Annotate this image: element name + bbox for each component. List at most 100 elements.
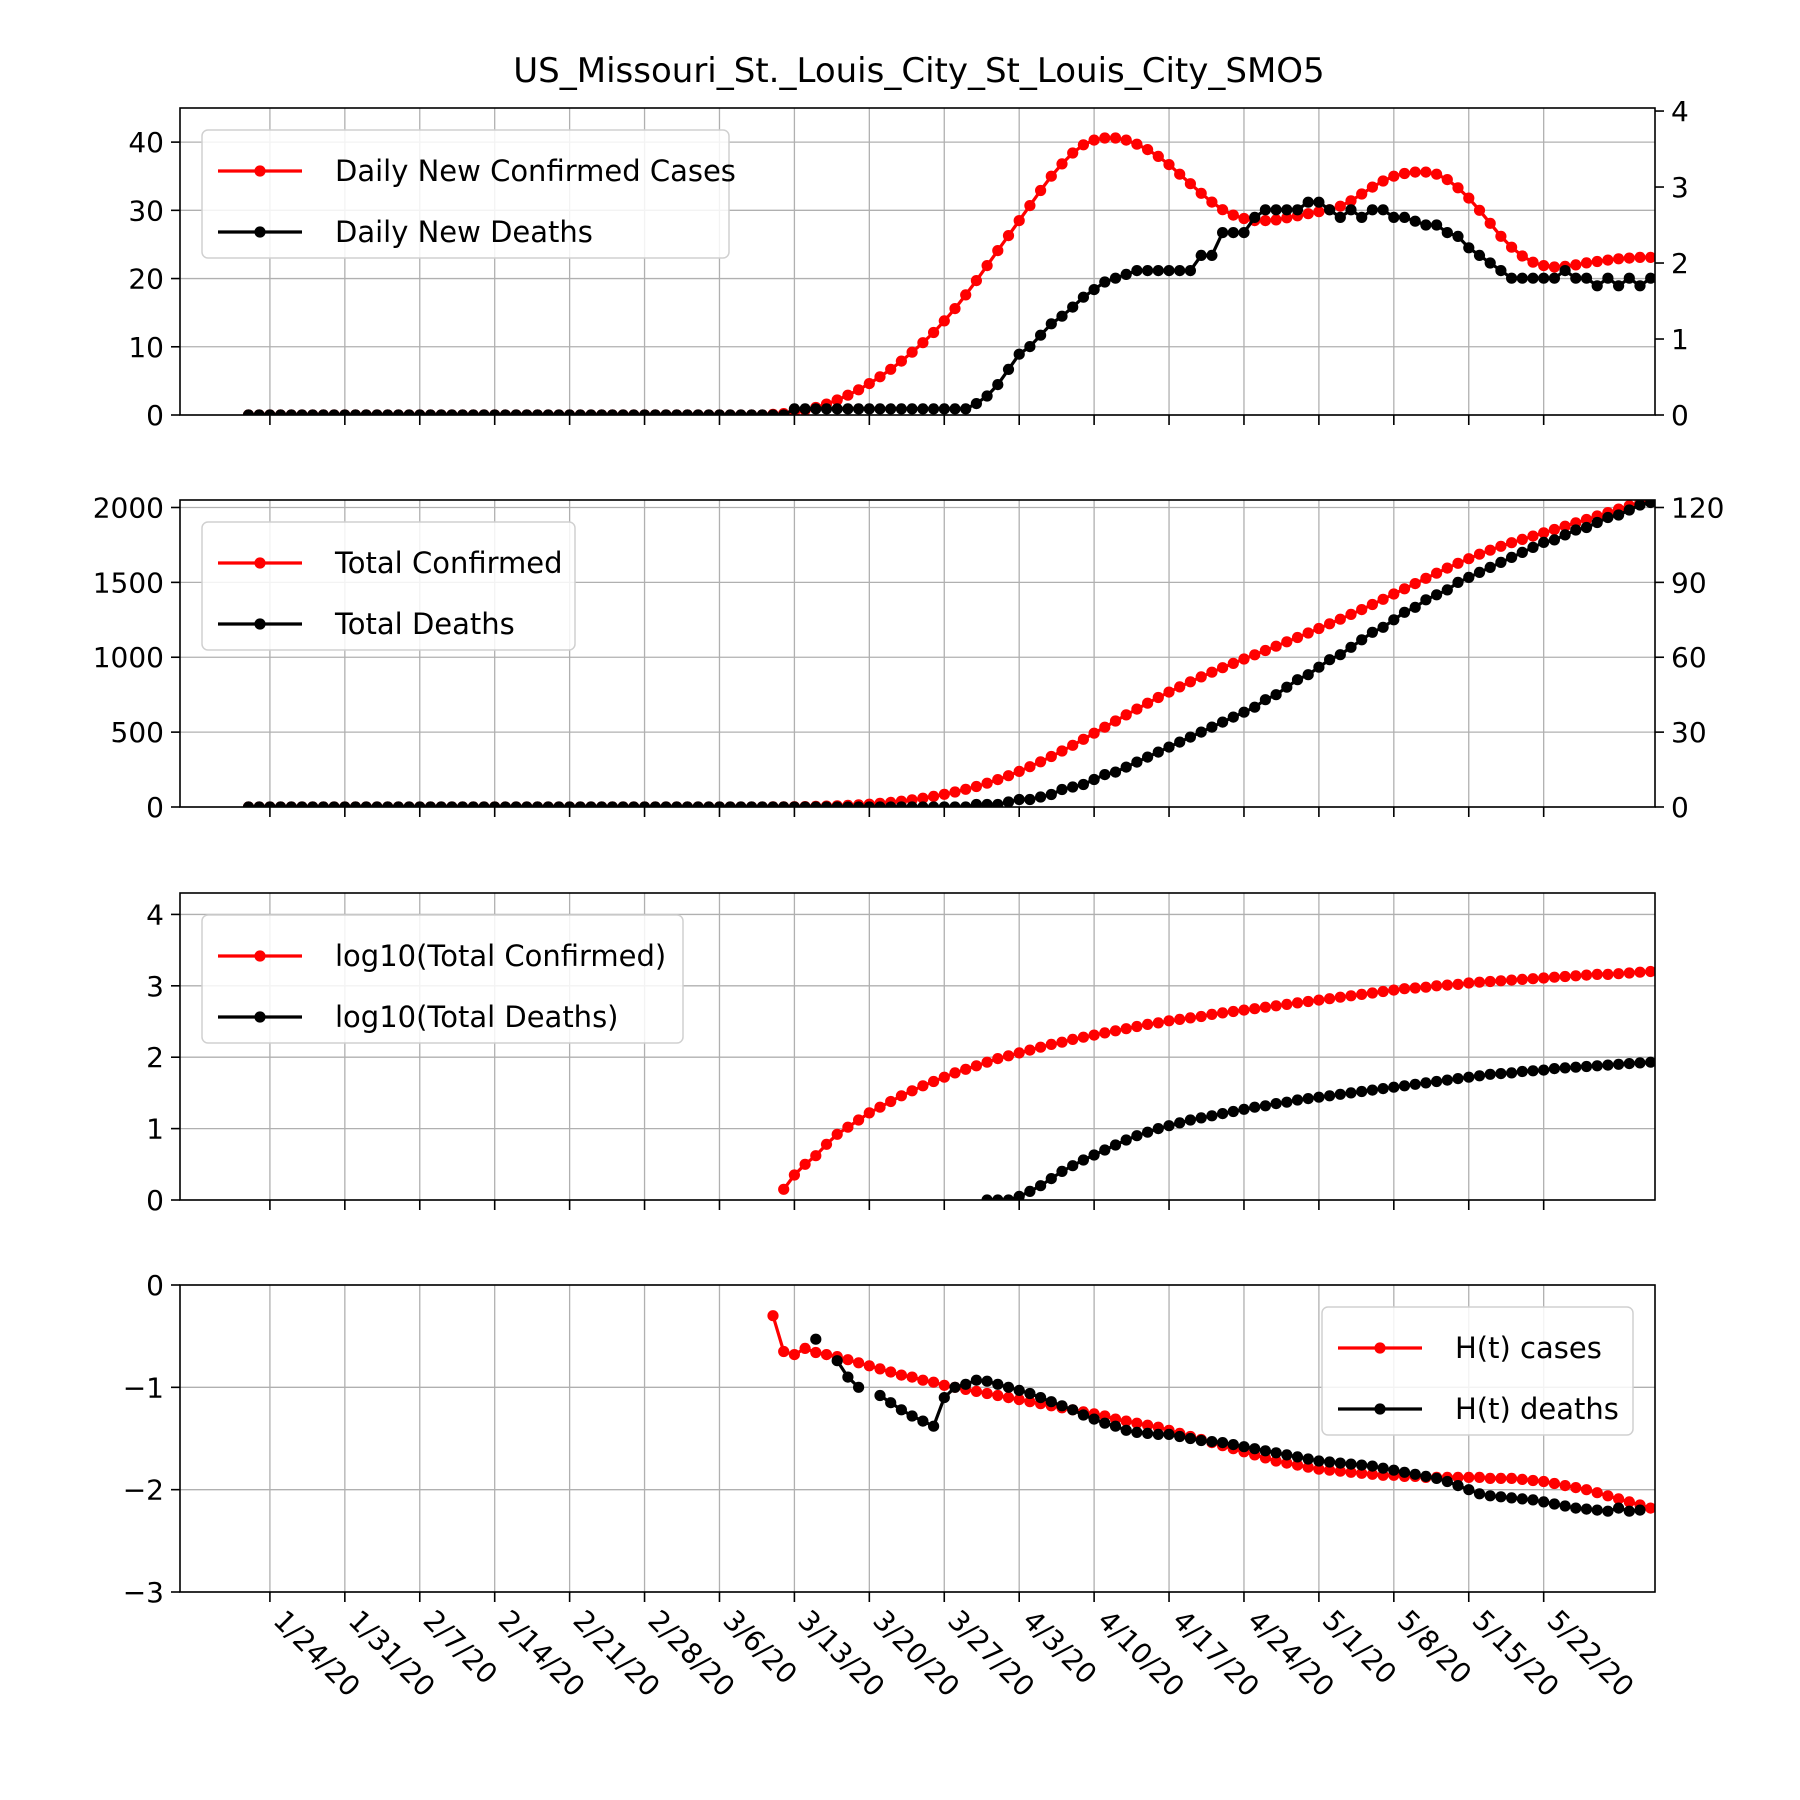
data-point — [1484, 1068, 1496, 1080]
data-point — [1527, 1065, 1539, 1077]
data-point — [1548, 272, 1560, 284]
data-point — [1356, 1459, 1368, 1471]
data-point — [264, 409, 276, 415]
y-tick-label: 10 — [128, 331, 164, 364]
data-point — [1013, 793, 1025, 806]
data-point — [649, 409, 661, 415]
data-point — [1602, 1505, 1614, 1517]
data-point — [1634, 1504, 1646, 1516]
data-point — [1163, 159, 1175, 171]
data-point — [906, 403, 918, 415]
data-point — [1206, 249, 1218, 261]
data-point — [253, 801, 265, 807]
data-point — [1473, 976, 1486, 988]
data-point — [1366, 987, 1378, 999]
data-point — [1431, 980, 1443, 992]
data-point — [1067, 301, 1079, 313]
data-point — [1613, 253, 1625, 265]
y2-tick-label: 2 — [1671, 247, 1689, 280]
data-point — [820, 1138, 833, 1150]
data-point — [842, 1121, 854, 1133]
data-point — [1570, 1502, 1582, 1514]
data-point — [1527, 530, 1539, 542]
data-point — [660, 409, 672, 415]
data-point — [1506, 241, 1518, 253]
data-point — [489, 409, 501, 415]
data-point — [1591, 1060, 1603, 1072]
data-point — [1024, 761, 1036, 773]
data-point — [1570, 970, 1582, 982]
data-point — [928, 1376, 940, 1388]
data-point — [917, 792, 929, 804]
data-point — [1613, 509, 1625, 521]
data-point — [713, 409, 726, 415]
data-point — [1452, 1480, 1464, 1492]
data-point — [1623, 967, 1635, 979]
data-point — [403, 801, 415, 807]
legend-label: H(t) deaths — [1455, 1392, 1619, 1426]
data-point — [992, 379, 1004, 391]
data-point — [1484, 257, 1496, 269]
data-point — [928, 326, 940, 339]
panel-3: 0 1 2 3 4 log10(Total Confirmed) log10(Total D… — [146, 892, 1656, 1217]
data-point — [1109, 1420, 1122, 1432]
data-point — [1538, 272, 1550, 284]
data-point — [275, 801, 287, 807]
data-point — [960, 801, 972, 807]
y-tick-label: 20 — [128, 263, 164, 296]
data-point — [1495, 1068, 1507, 1080]
data-point — [446, 801, 458, 807]
data-point — [1420, 219, 1432, 231]
data-point — [960, 289, 972, 301]
data-point — [1548, 1498, 1560, 1510]
data-point — [1217, 204, 1229, 216]
data-point — [906, 801, 918, 807]
data-point — [1484, 975, 1496, 988]
data-point — [510, 409, 522, 415]
data-point — [1238, 1004, 1250, 1016]
data-point — [1377, 621, 1389, 633]
data-point — [1206, 1008, 1218, 1021]
data-point — [489, 801, 501, 807]
data-point — [1334, 211, 1346, 223]
axes-frame — [179, 892, 1656, 1201]
data-point — [1377, 985, 1389, 998]
data-point — [1570, 1482, 1582, 1494]
data-point — [853, 1114, 865, 1126]
data-point — [842, 801, 854, 807]
data-point — [874, 403, 886, 415]
data-point — [1056, 1036, 1068, 1048]
data-point — [1377, 175, 1389, 187]
data-point — [1142, 1126, 1154, 1138]
data-point — [1249, 1443, 1261, 1455]
data-point — [617, 801, 629, 807]
data-point — [1195, 1434, 1207, 1447]
data-point — [1270, 1455, 1282, 1467]
data-point — [1067, 1033, 1079, 1045]
data-point — [1302, 208, 1314, 220]
data-point — [296, 409, 308, 415]
data-point — [1270, 689, 1282, 701]
data-point — [1398, 1080, 1411, 1092]
data-point — [1634, 280, 1646, 292]
data-point — [1548, 523, 1560, 536]
data-point — [1002, 230, 1015, 242]
data-point — [1120, 761, 1132, 773]
y2-tick-label: 3 — [1671, 171, 1689, 204]
y-tick-label: 500 — [111, 716, 164, 749]
data-point — [671, 801, 683, 807]
data-point — [1377, 204, 1389, 216]
data-point — [970, 398, 983, 410]
data-point — [938, 1392, 950, 1404]
legend-label: log10(Total Deaths) — [335, 1000, 619, 1034]
data-point — [1580, 272, 1593, 284]
data-point — [1088, 1149, 1100, 1161]
data-point — [392, 801, 404, 807]
data-point — [1473, 1070, 1486, 1082]
data-point — [1495, 975, 1507, 987]
data-point — [1516, 1065, 1528, 1078]
data-point — [1120, 1023, 1132, 1035]
legend-item: Total Deaths — [218, 607, 515, 641]
data-point — [1281, 212, 1293, 224]
